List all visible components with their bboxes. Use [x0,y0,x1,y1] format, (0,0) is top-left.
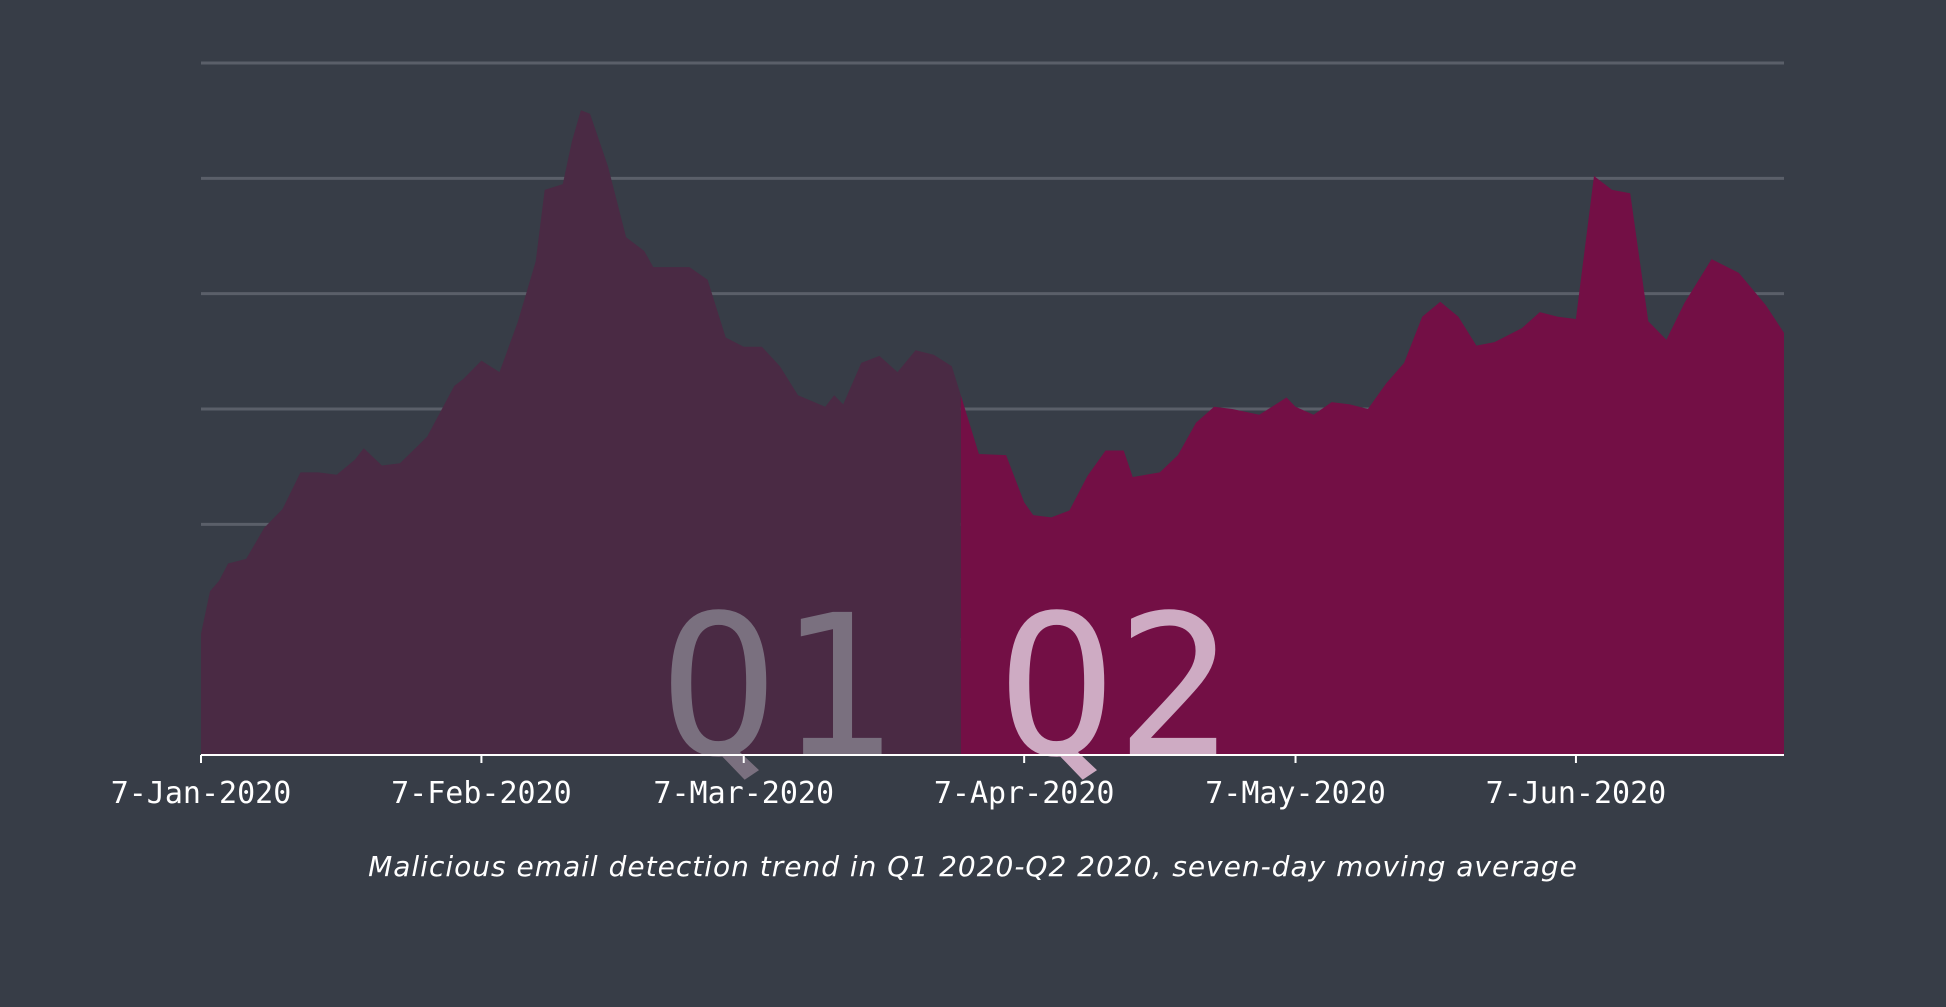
chart-caption: Malicious email detection trend in Q1 20… [368,850,1578,883]
x-tick-label: 7-Apr-2020 [934,776,1115,811]
quarter-label-q2: Q2 [998,573,1233,800]
x-axis-ticks: 7-Jan-2020 7-Feb-2020 7-Mar-2020 7-Apr-2020… [111,755,1667,811]
area-q1 [201,110,961,755]
x-tick-label: 7-Mar-2020 [653,776,834,811]
x-tick-label: 7-Feb-2020 [391,776,572,811]
area-series [201,110,1784,755]
quarter-label-q1: Q1 [660,573,895,800]
x-tick-label: 7-Jan-2020 [111,776,292,811]
area-q2 [960,176,1784,755]
x-tick-label: 7-Jun-2020 [1486,776,1667,811]
x-tick-label: 7-May-2020 [1205,776,1386,811]
quarter-labels: Q1 Q2 [660,573,1233,800]
